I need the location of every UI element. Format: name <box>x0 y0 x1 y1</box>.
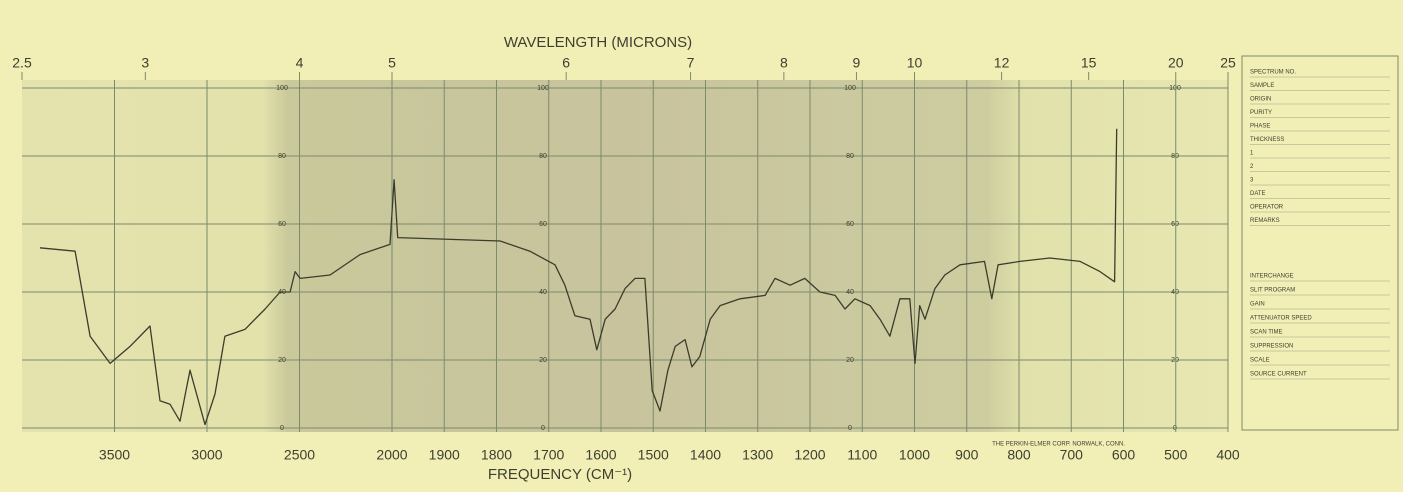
top-tick-label: 7 <box>687 55 695 71</box>
form-field-label: SCALE <box>1250 358 1270 364</box>
top-tick-label: 15 <box>1081 55 1097 71</box>
x-tick-label: 1700 <box>533 447 564 463</box>
top-tick-label: 8 <box>780 55 788 71</box>
form-field-label: 1 <box>1250 151 1254 157</box>
x-tick-label: 700 <box>1060 447 1084 463</box>
y-tick-label: 80 <box>278 153 286 160</box>
top-tick-label: 20 <box>1168 55 1184 71</box>
x-tick-label: 500 <box>1164 447 1188 463</box>
y-tick-label: 40 <box>1171 289 1179 296</box>
form-field-label: REMARKS <box>1250 218 1280 224</box>
x-tick-label: 3000 <box>191 447 222 463</box>
form-field-label: OPERATOR <box>1250 205 1284 211</box>
form: SPECTRUM NO. SAMPLE ORIGIN PURITY PHASE THICK… <box>1250 70 1390 380</box>
x-tick-label: 2000 <box>376 447 407 463</box>
x-tick-label: 3500 <box>99 447 130 463</box>
top-tick-label: 6 <box>562 55 570 71</box>
y-tick-label: 20 <box>278 357 286 364</box>
form-field-label: THICKNESS <box>1250 137 1284 143</box>
y-tick-label: 100 <box>276 85 288 92</box>
y-tick-label: 80 <box>846 153 854 160</box>
x-tick-label: 1100 <box>847 447 877 463</box>
y-tick-label: 100 <box>844 85 856 92</box>
form-field-label: SPECTRUM NO. <box>1250 70 1296 76</box>
y-tick-label: 100 <box>537 85 549 92</box>
form-field-label: SLIT PROGRAM <box>1250 288 1295 294</box>
y-tick-label: 40 <box>846 289 854 296</box>
x-axis-title: FREQUENCY (CM⁻¹) <box>488 466 632 483</box>
form-field-label: INTERCHANGE <box>1250 274 1294 280</box>
x-tick-label: 1200 <box>794 447 825 463</box>
form-field-label: SUPPRESSION <box>1250 344 1293 350</box>
form-box <box>1241 55 1399 431</box>
top-tick-label: 4 <box>296 55 304 71</box>
y-tick-label: 20 <box>1171 357 1179 364</box>
x-tick-label: 2500 <box>284 447 315 463</box>
y-tick-label: 20 <box>539 357 547 364</box>
form-field-label: PURITY <box>1250 110 1272 116</box>
plot-area <box>22 80 1228 432</box>
y-tick-label: 20 <box>846 357 854 364</box>
y-tick-label: 40 <box>539 289 547 296</box>
top-tick-label: 10 <box>907 55 923 71</box>
x-tick-label: 1000 <box>899 447 930 463</box>
y-tick-label: 60 <box>539 221 547 228</box>
top-axis-title: WAVELENGTH (MICRONS) <box>504 34 692 51</box>
y-tick-label: 80 <box>539 153 547 160</box>
y-tick-label: 60 <box>846 221 854 228</box>
spectrum-line <box>39 128 1118 426</box>
y-tick-label: 60 <box>1171 221 1179 228</box>
form-field-label: ORIGIN <box>1250 97 1271 103</box>
top-tick-label: 25 <box>1220 55 1236 71</box>
form-field-label: SAMPLE <box>1250 83 1274 89</box>
y-tick-label: 0 <box>541 425 545 432</box>
top-tick-label: 3 <box>141 55 149 71</box>
top-tick-label: 2.5 <box>12 55 32 71</box>
form-field-label: 2 <box>1250 164 1254 170</box>
x-tick-label: 1300 <box>742 447 773 463</box>
form-field-label: PHASE <box>1250 124 1270 130</box>
x-tick-label: 600 <box>1112 447 1136 463</box>
x-tick-label: 1500 <box>638 447 669 463</box>
top-tick-label: 12 <box>994 55 1010 71</box>
x-tick-label: 800 <box>1007 447 1031 463</box>
y-tick-label: 80 <box>1171 153 1179 160</box>
x-tick-label: 1400 <box>690 447 721 463</box>
form-field-label: SOURCE CURRENT <box>1250 372 1307 378</box>
x-tick-label: 1800 <box>481 447 512 463</box>
maker-label: THE PERKIN-ELMER CORP. NORWALK, CONN. <box>992 442 1125 448</box>
top-tick-label: 9 <box>853 55 861 71</box>
form-field-label: DATE <box>1250 191 1266 197</box>
x-tick-label: 1900 <box>429 447 460 463</box>
form-field-label: 3 <box>1250 178 1254 184</box>
y-tick-label: 0 <box>280 425 284 432</box>
y-tick-label: 0 <box>1173 425 1177 432</box>
form-field-label: GAIN <box>1250 302 1265 308</box>
form-field-label: ATTENUATOR SPEED <box>1250 316 1312 322</box>
x-tick-label: 1600 <box>585 447 616 463</box>
y-tick-label: 0 <box>848 425 852 432</box>
top-tick-label: 5 <box>388 55 396 71</box>
x-tick-label: 900 <box>955 447 979 463</box>
x-tick-label: 400 <box>1216 447 1240 463</box>
y-tick-label: 100 <box>1169 85 1181 92</box>
form-field-label: SCAN TIME <box>1250 330 1283 336</box>
y-tick-label: 60 <box>278 221 286 228</box>
